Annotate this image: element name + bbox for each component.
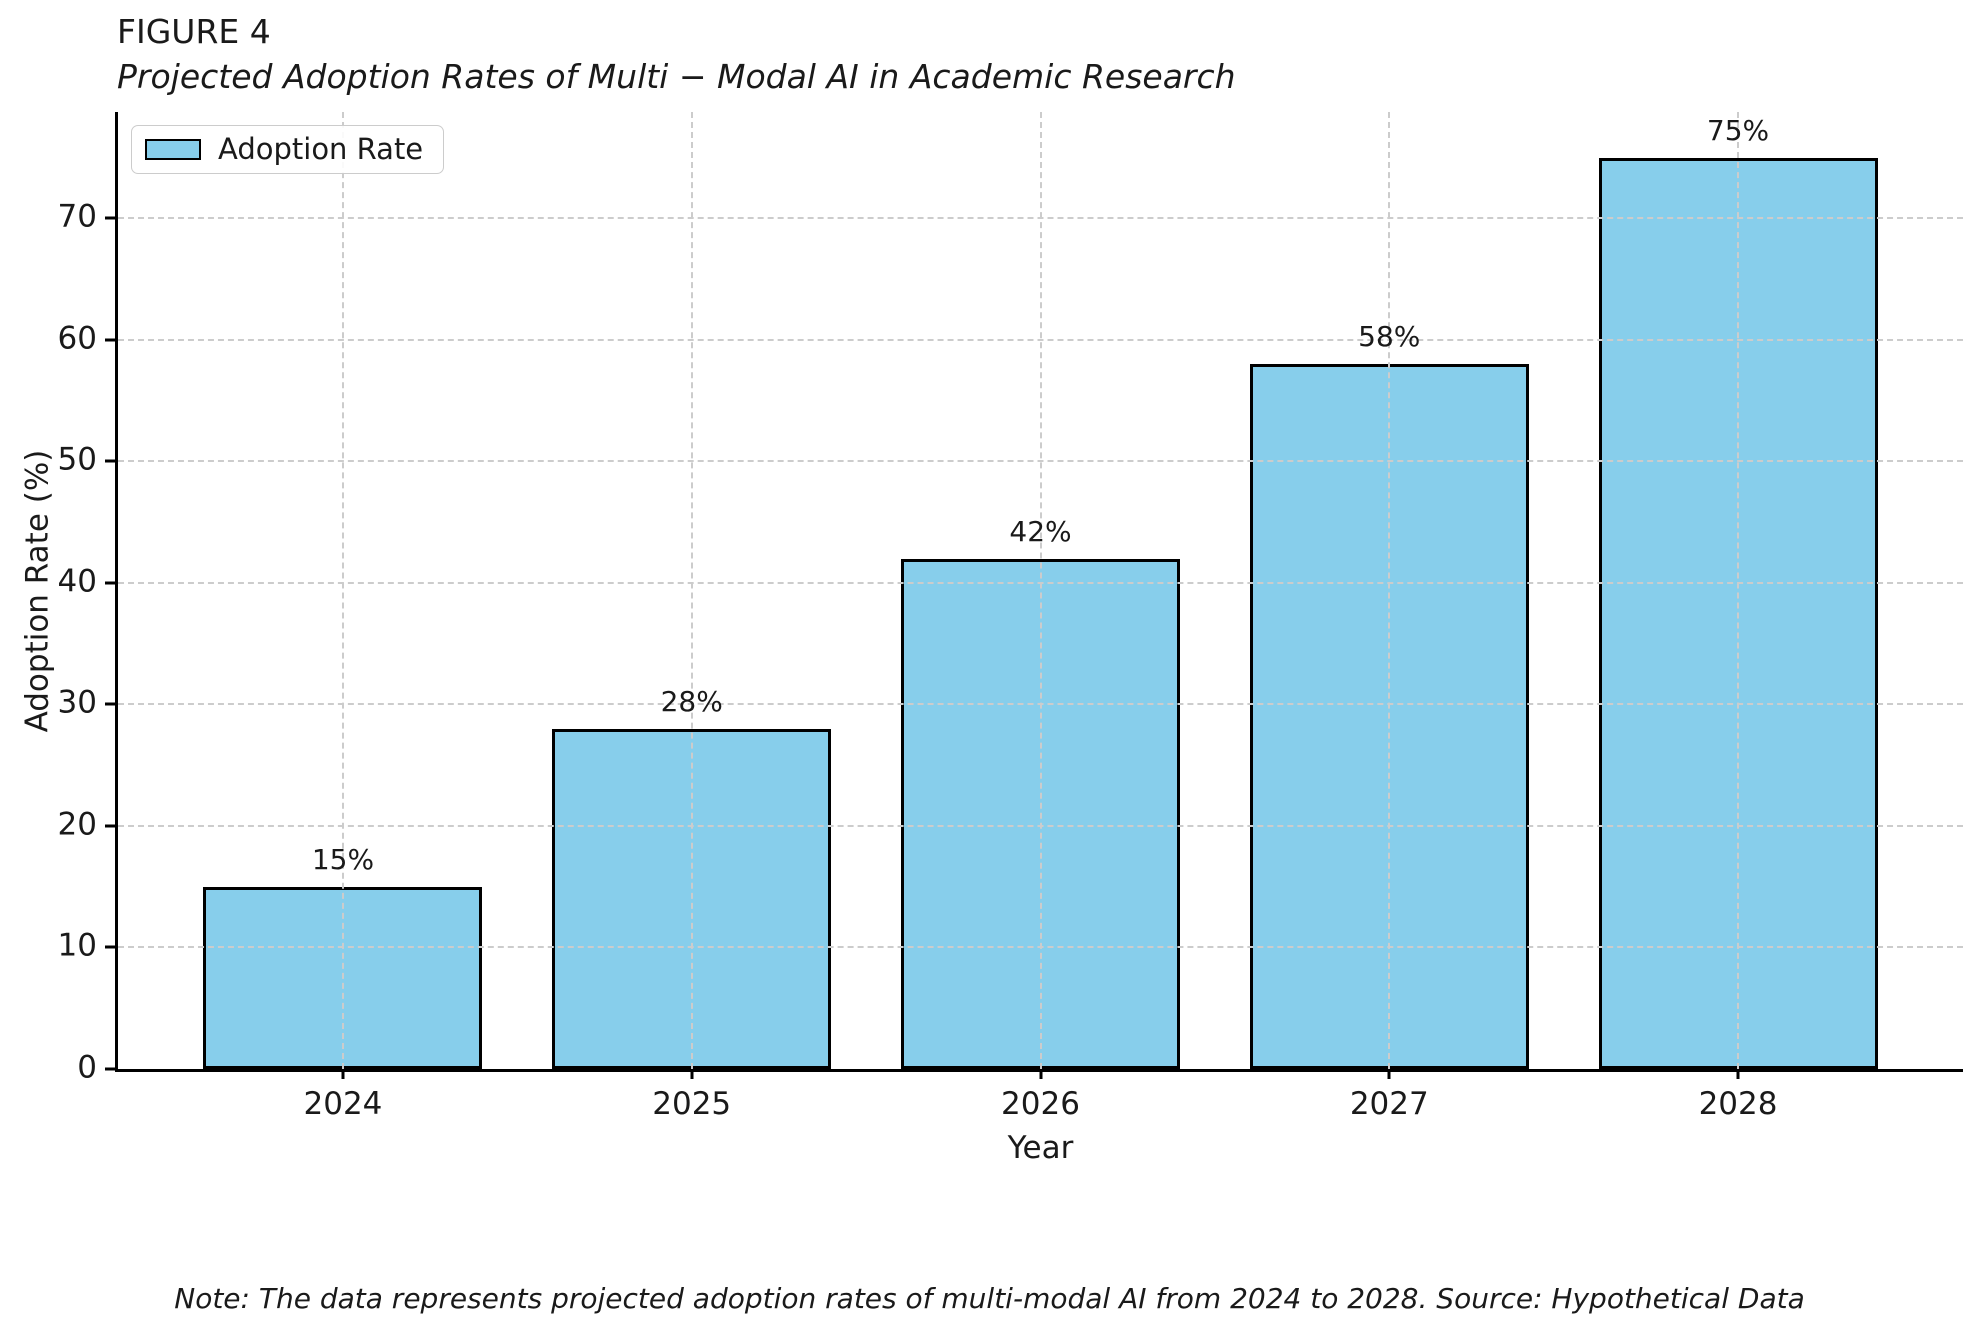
x-tick-mark <box>690 1069 694 1079</box>
x-tick-label: 2025 <box>652 1086 732 1122</box>
y-tick-mark <box>105 581 115 585</box>
x-axis-label: Year <box>1007 1130 1074 1166</box>
x-tick-mark <box>1736 1069 1740 1079</box>
x-tick-mark <box>1039 1069 1042 1079</box>
bar-value-label: 58% <box>1358 320 1421 354</box>
y-tick-label: 70 <box>57 198 97 235</box>
y-axis-label: Adoption Rate (%) <box>19 449 56 732</box>
y-tick-label: 10 <box>57 928 97 965</box>
x-tick-mark <box>341 1069 345 1079</box>
x-tick-label: 2026 <box>1001 1086 1080 1122</box>
y-tick-mark <box>105 459 115 463</box>
legend-entry-label: Adoption Rate <box>218 132 424 166</box>
y-tick-mark <box>105 702 115 706</box>
legend: Adoption Rate <box>131 125 445 174</box>
bar-value-label: 75% <box>1706 113 1770 147</box>
y-tick-label: 50 <box>57 441 97 478</box>
x-tick-label: 2028 <box>1698 1086 1778 1122</box>
y-tick-mark <box>105 945 115 949</box>
y-tick-label: 60 <box>57 320 97 357</box>
bar-value-label: 28% <box>660 684 723 718</box>
y-tick-mark <box>105 824 115 828</box>
y-tick-label: 40 <box>57 563 97 600</box>
x-gridline <box>1039 112 1042 1069</box>
y-tick-mark <box>105 216 115 220</box>
y-tick-mark <box>105 338 115 342</box>
x-tick-mark <box>1387 1069 1391 1079</box>
y-tick-label: 30 <box>57 685 97 722</box>
bar-value-label: 42% <box>1009 514 1072 548</box>
x-gridline <box>690 112 693 1069</box>
plot-area: Adoption Rate (%) Year Adoption Rate 0 10… <box>20 112 1963 1164</box>
x-gridline <box>341 112 344 1069</box>
x-tick-label: 2024 <box>303 1086 383 1122</box>
y-tick-label: 0 <box>77 1049 97 1086</box>
figure-note: Note: The data represents projected adop… <box>174 1282 1805 1315</box>
x-tick-label: 2027 <box>1349 1086 1429 1122</box>
figure-label: FIGURE 4 <box>117 12 271 51</box>
y-tick-mark <box>105 1067 115 1071</box>
x-gridline <box>1388 112 1391 1069</box>
bar-value-label: 15% <box>311 842 375 876</box>
chart-title: Projected Adoption Rates of Multi − Moda… <box>117 57 1236 96</box>
x-gridline <box>1737 112 1740 1069</box>
y-tick-label: 20 <box>57 806 97 843</box>
legend-swatch-icon <box>145 139 201 160</box>
